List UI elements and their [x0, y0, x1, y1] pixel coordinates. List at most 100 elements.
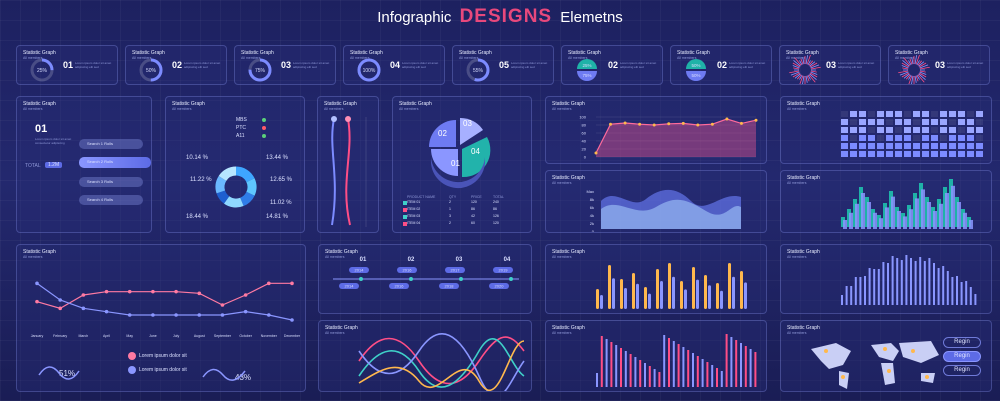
legend-item: Lorem ipsum dolor sit — [139, 367, 187, 373]
table-cell: 42 — [471, 214, 475, 218]
svg-text:01: 01 — [360, 257, 367, 263]
svg-text:2017: 2017 — [451, 268, 461, 273]
svg-text:April: April — [103, 334, 110, 338]
panel-subtitle: All members — [324, 107, 344, 111]
area-point — [609, 122, 613, 126]
panel-subtitle: All members — [787, 255, 807, 259]
card-graphic: 100% — [357, 58, 381, 82]
svg-text:2018: 2018 — [445, 284, 455, 289]
panel-subtitle: All members — [552, 331, 572, 335]
panel-title: Statistic Graph — [895, 50, 928, 56]
table-header: QTY — [449, 195, 457, 199]
svg-text:2k: 2k — [590, 221, 594, 226]
panel-title: Statistic Graph — [787, 249, 820, 255]
region-button[interactable]: Regin — [943, 337, 981, 348]
title-suffix: Elemetns — [560, 9, 623, 26]
card-graphic: 55% — [466, 58, 490, 82]
svg-text:2020: 2020 — [495, 284, 505, 289]
card-number: 03 — [826, 60, 837, 70]
line-point — [127, 289, 132, 294]
list-item[interactable]: Search 4 Rolls — [79, 195, 143, 205]
svg-text:December: December — [284, 334, 301, 338]
pie-label: 03 — [463, 119, 472, 128]
panel-title: Statistic Graph — [786, 50, 819, 56]
card-number: 03 — [281, 60, 292, 70]
panel-subtitle: All members — [132, 56, 152, 60]
card-number: 05 — [499, 60, 510, 70]
panel-title: Statistic Graph — [325, 249, 358, 255]
legend-dot — [262, 118, 266, 122]
stat-card: Statistic Graph All members 25% 01 Lorem ips… — [16, 45, 118, 85]
table-cell: ITEM 01 — [407, 200, 421, 204]
area-point — [696, 123, 700, 127]
svg-text:50%: 50% — [691, 63, 700, 68]
svg-text:75%: 75% — [582, 73, 591, 78]
world-map — [811, 341, 939, 389]
panel-title: Statistic Graph — [552, 325, 585, 331]
thin-bar-chart — [841, 255, 977, 305]
panel-subtitle: All members — [399, 107, 419, 111]
list-item[interactable]: Search 3 Rolls — [79, 177, 143, 187]
card-description: Lorem ipsum dolor sit amet adipiscing el… — [75, 61, 112, 69]
panel-subtitle: All members — [787, 181, 807, 185]
stat-card: Statistic Graph All members 03 Lorem ipsum … — [888, 45, 990, 85]
line-point — [243, 309, 248, 314]
region-button-active[interactable]: Regin — [943, 351, 981, 362]
panel-subtitle: All members — [677, 56, 697, 60]
card-description: Lorem ipsum dolor sit amet adipiscing el… — [729, 61, 766, 69]
card-description: Lorem ipsum dolor sit amet adipiscing el… — [838, 61, 875, 69]
list-panel: Statistic Graph All members 01 Lorem ips… — [16, 96, 152, 233]
sine-panel: Statistic Graph All members — [318, 320, 532, 392]
stat-card: Statistic Graph All members 100% 04 Lorem ip… — [343, 45, 445, 85]
legend-item: Lorem ipsum dolor sit — [139, 353, 187, 359]
list-item[interactable]: Search 1 Rolls — [79, 139, 143, 149]
svg-text:02: 02 — [408, 257, 415, 263]
card-graphic: 50% — [139, 58, 163, 82]
area-point — [739, 121, 743, 125]
card-number: 02 — [717, 60, 728, 70]
row-marker — [403, 222, 407, 226]
bar-chart-panel: Statistic Graph All members — [545, 244, 767, 314]
line-point — [290, 318, 294, 322]
panel-subtitle: All members — [23, 255, 43, 259]
panel-title: Statistic Graph — [552, 101, 585, 107]
list-item-active[interactable]: Search 2 Rolls — [79, 157, 151, 168]
line-point — [174, 313, 178, 317]
thin-bar-panel: Statistic Graph All members — [780, 244, 992, 314]
panel-subtitle: All members — [552, 107, 572, 111]
line-point — [197, 313, 202, 317]
panel-subtitle: All members — [787, 107, 807, 111]
panel-title: Statistic Graph — [23, 101, 56, 107]
line-point — [267, 281, 271, 286]
panel-subtitle: All members — [172, 107, 192, 111]
area-point — [667, 122, 671, 126]
area-point — [681, 121, 685, 125]
card-number: 01 — [63, 60, 74, 70]
area-point — [623, 121, 627, 125]
svg-text:2014: 2014 — [355, 268, 365, 273]
line-point — [220, 303, 225, 307]
area-point — [638, 122, 642, 126]
line-point — [81, 293, 86, 297]
exploded-pie-chart — [429, 117, 491, 189]
legend-item: PTC — [236, 125, 246, 131]
line-point — [243, 293, 248, 297]
svg-text:January: January — [31, 334, 44, 338]
line-chart: January February March April May June July Augu… — [31, 281, 301, 338]
peak-bar-chart — [841, 179, 973, 229]
panel-title: Statistic Graph — [23, 249, 56, 255]
pie-table-panel: Statistic Graph All members 01 02 03 04 … — [392, 96, 532, 233]
card-graphic: 25% 75% — [577, 59, 597, 81]
svg-text:100%: 100% — [363, 68, 376, 74]
panel-title: Statistic Graph — [399, 101, 432, 107]
region-button[interactable]: Regin — [943, 365, 981, 376]
line-point — [174, 289, 178, 294]
total-value: 1.2M — [45, 162, 63, 168]
dense-bar-panel: Statistic Graph All members — [545, 320, 767, 392]
donut-slice — [246, 178, 257, 196]
svg-text:20: 20 — [582, 147, 587, 152]
wave-chart-panel: Statistic Graph All members Max 8k 6k 4k 2k 0 — [545, 170, 767, 233]
card-number: 03 — [935, 60, 946, 70]
table-cell: 3 — [449, 214, 451, 218]
svg-text:8k: 8k — [590, 197, 594, 202]
